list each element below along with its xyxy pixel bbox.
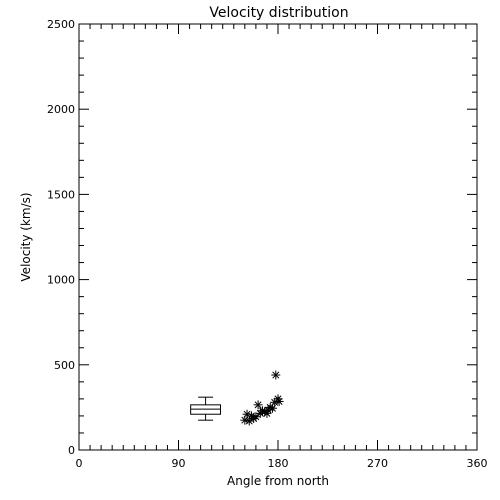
y-axis-title: Velocity (km/s) — [19, 192, 33, 281]
y-tick-label: 2500 — [47, 18, 75, 31]
y-tick-label: 1500 — [47, 188, 75, 201]
x-tick-labels: 0 90 180 270 360 — [76, 457, 488, 470]
y-tick-label: 500 — [54, 359, 75, 372]
y-tick-labels: 0 500 1000 1500 2000 2500 — [47, 18, 75, 457]
scatter-points — [240, 370, 284, 426]
boxplot — [190, 396, 222, 421]
y-tick-label: 0 — [68, 444, 75, 457]
y-tick-label: 2000 — [47, 103, 75, 116]
y-tick-label: 1000 — [47, 274, 75, 287]
data-point — [253, 400, 263, 410]
axis-ticks — [78, 23, 478, 451]
plot-frame — [78, 23, 478, 451]
data-point — [244, 416, 254, 426]
x-tick-label: 0 — [76, 457, 83, 470]
x-tick-label: 90 — [172, 457, 186, 470]
x-tick-label: 270 — [367, 457, 388, 470]
data-point — [271, 370, 281, 380]
chart-title: Velocity distribution — [209, 5, 348, 21]
data-point — [274, 396, 284, 406]
x-tick-label: 360 — [467, 457, 488, 470]
x-axis-title: Angle from north — [227, 474, 329, 488]
x-tick-label: 180 — [268, 457, 289, 470]
